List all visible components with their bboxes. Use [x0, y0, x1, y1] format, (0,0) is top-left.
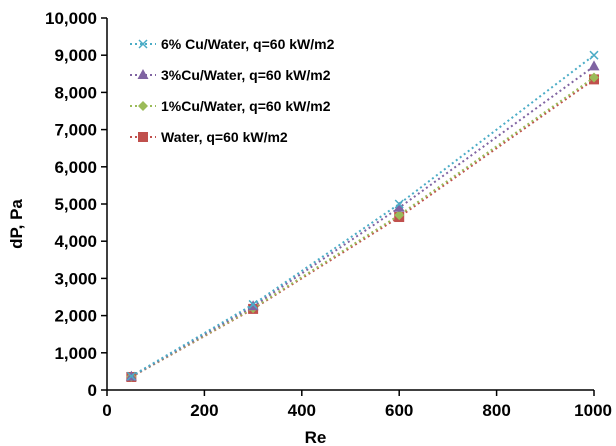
- x-axis-title: Re: [305, 428, 327, 446]
- y-tick-label: 0: [88, 381, 97, 400]
- y-tick-label: 2,000: [54, 307, 97, 326]
- series-layer: [125, 50, 600, 382]
- series-x: [126, 50, 599, 381]
- x-tick-label: 400: [288, 401, 316, 420]
- y-tick-label: 6,000: [54, 158, 97, 177]
- y-tick-label: 7,000: [54, 121, 97, 140]
- series-line: [130, 76, 595, 378]
- y-tick-label: 4,000: [54, 232, 97, 251]
- y-tick-label: 9,000: [54, 46, 97, 65]
- data-point: [394, 210, 405, 221]
- legend-marker: [138, 101, 148, 111]
- data-point: [589, 72, 599, 83]
- y-tick-label: 3,000: [54, 269, 97, 288]
- y-tick-label: 8,000: [54, 83, 97, 102]
- legend-marker: [138, 132, 148, 142]
- y-axis-title: dP, Pa: [7, 199, 26, 249]
- series-square: [126, 74, 599, 382]
- legend-marker: [137, 69, 149, 79]
- legend-label: 1%Cu/Water, q=60 kW/m2: [161, 98, 331, 114]
- legend-marker: [138, 39, 148, 49]
- legend-entry: 3%Cu/Water, q=60 kW/m2: [130, 67, 331, 83]
- legend-label: Water, q=60 kW/m2: [161, 129, 288, 145]
- data-point: [393, 201, 405, 212]
- legend-label: 6% Cu/Water, q=60 kW/m2: [161, 36, 335, 52]
- data-point: [126, 371, 136, 381]
- series-line: [130, 54, 595, 378]
- legend-label: 3%Cu/Water, q=60 kW/m2: [161, 67, 331, 83]
- x-tick-label: 600: [385, 401, 413, 420]
- y-axis: 0 1,000 2,000 3,000 4,000 5,000 6,000 7,000 8,00…: [45, 9, 108, 400]
- data-point: [248, 299, 258, 309]
- series-diamond: [126, 72, 599, 382]
- legend-entry: 1%Cu/Water, q=60 kW/m2: [130, 98, 331, 114]
- data-point: [588, 60, 600, 71]
- y-tick-label: 1,000: [54, 344, 97, 363]
- data-point: [589, 50, 599, 60]
- x-axis: 0 200 400 600 800 1000: [102, 389, 612, 420]
- legend-entry: Water, q=60 kW/m2: [130, 129, 288, 145]
- x-tick-label: 1000: [574, 401, 612, 420]
- y-tick-label: 5,000: [54, 195, 97, 214]
- legend-entry: 6% Cu/Water, q=60 kW/m2: [130, 36, 335, 52]
- x-tick-label: 0: [102, 401, 111, 420]
- series-line: [130, 78, 595, 378]
- data-point: [394, 199, 404, 209]
- legend: 6% Cu/Water, q=60 kW/m2 3%Cu/Water, q=60 …: [130, 36, 335, 145]
- x-tick-label: 800: [482, 401, 510, 420]
- y-tick-label: 10,000: [45, 9, 97, 28]
- x-tick-label: 200: [190, 401, 218, 420]
